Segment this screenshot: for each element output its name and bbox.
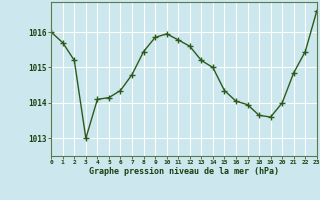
X-axis label: Graphe pression niveau de la mer (hPa): Graphe pression niveau de la mer (hPa): [89, 167, 279, 176]
